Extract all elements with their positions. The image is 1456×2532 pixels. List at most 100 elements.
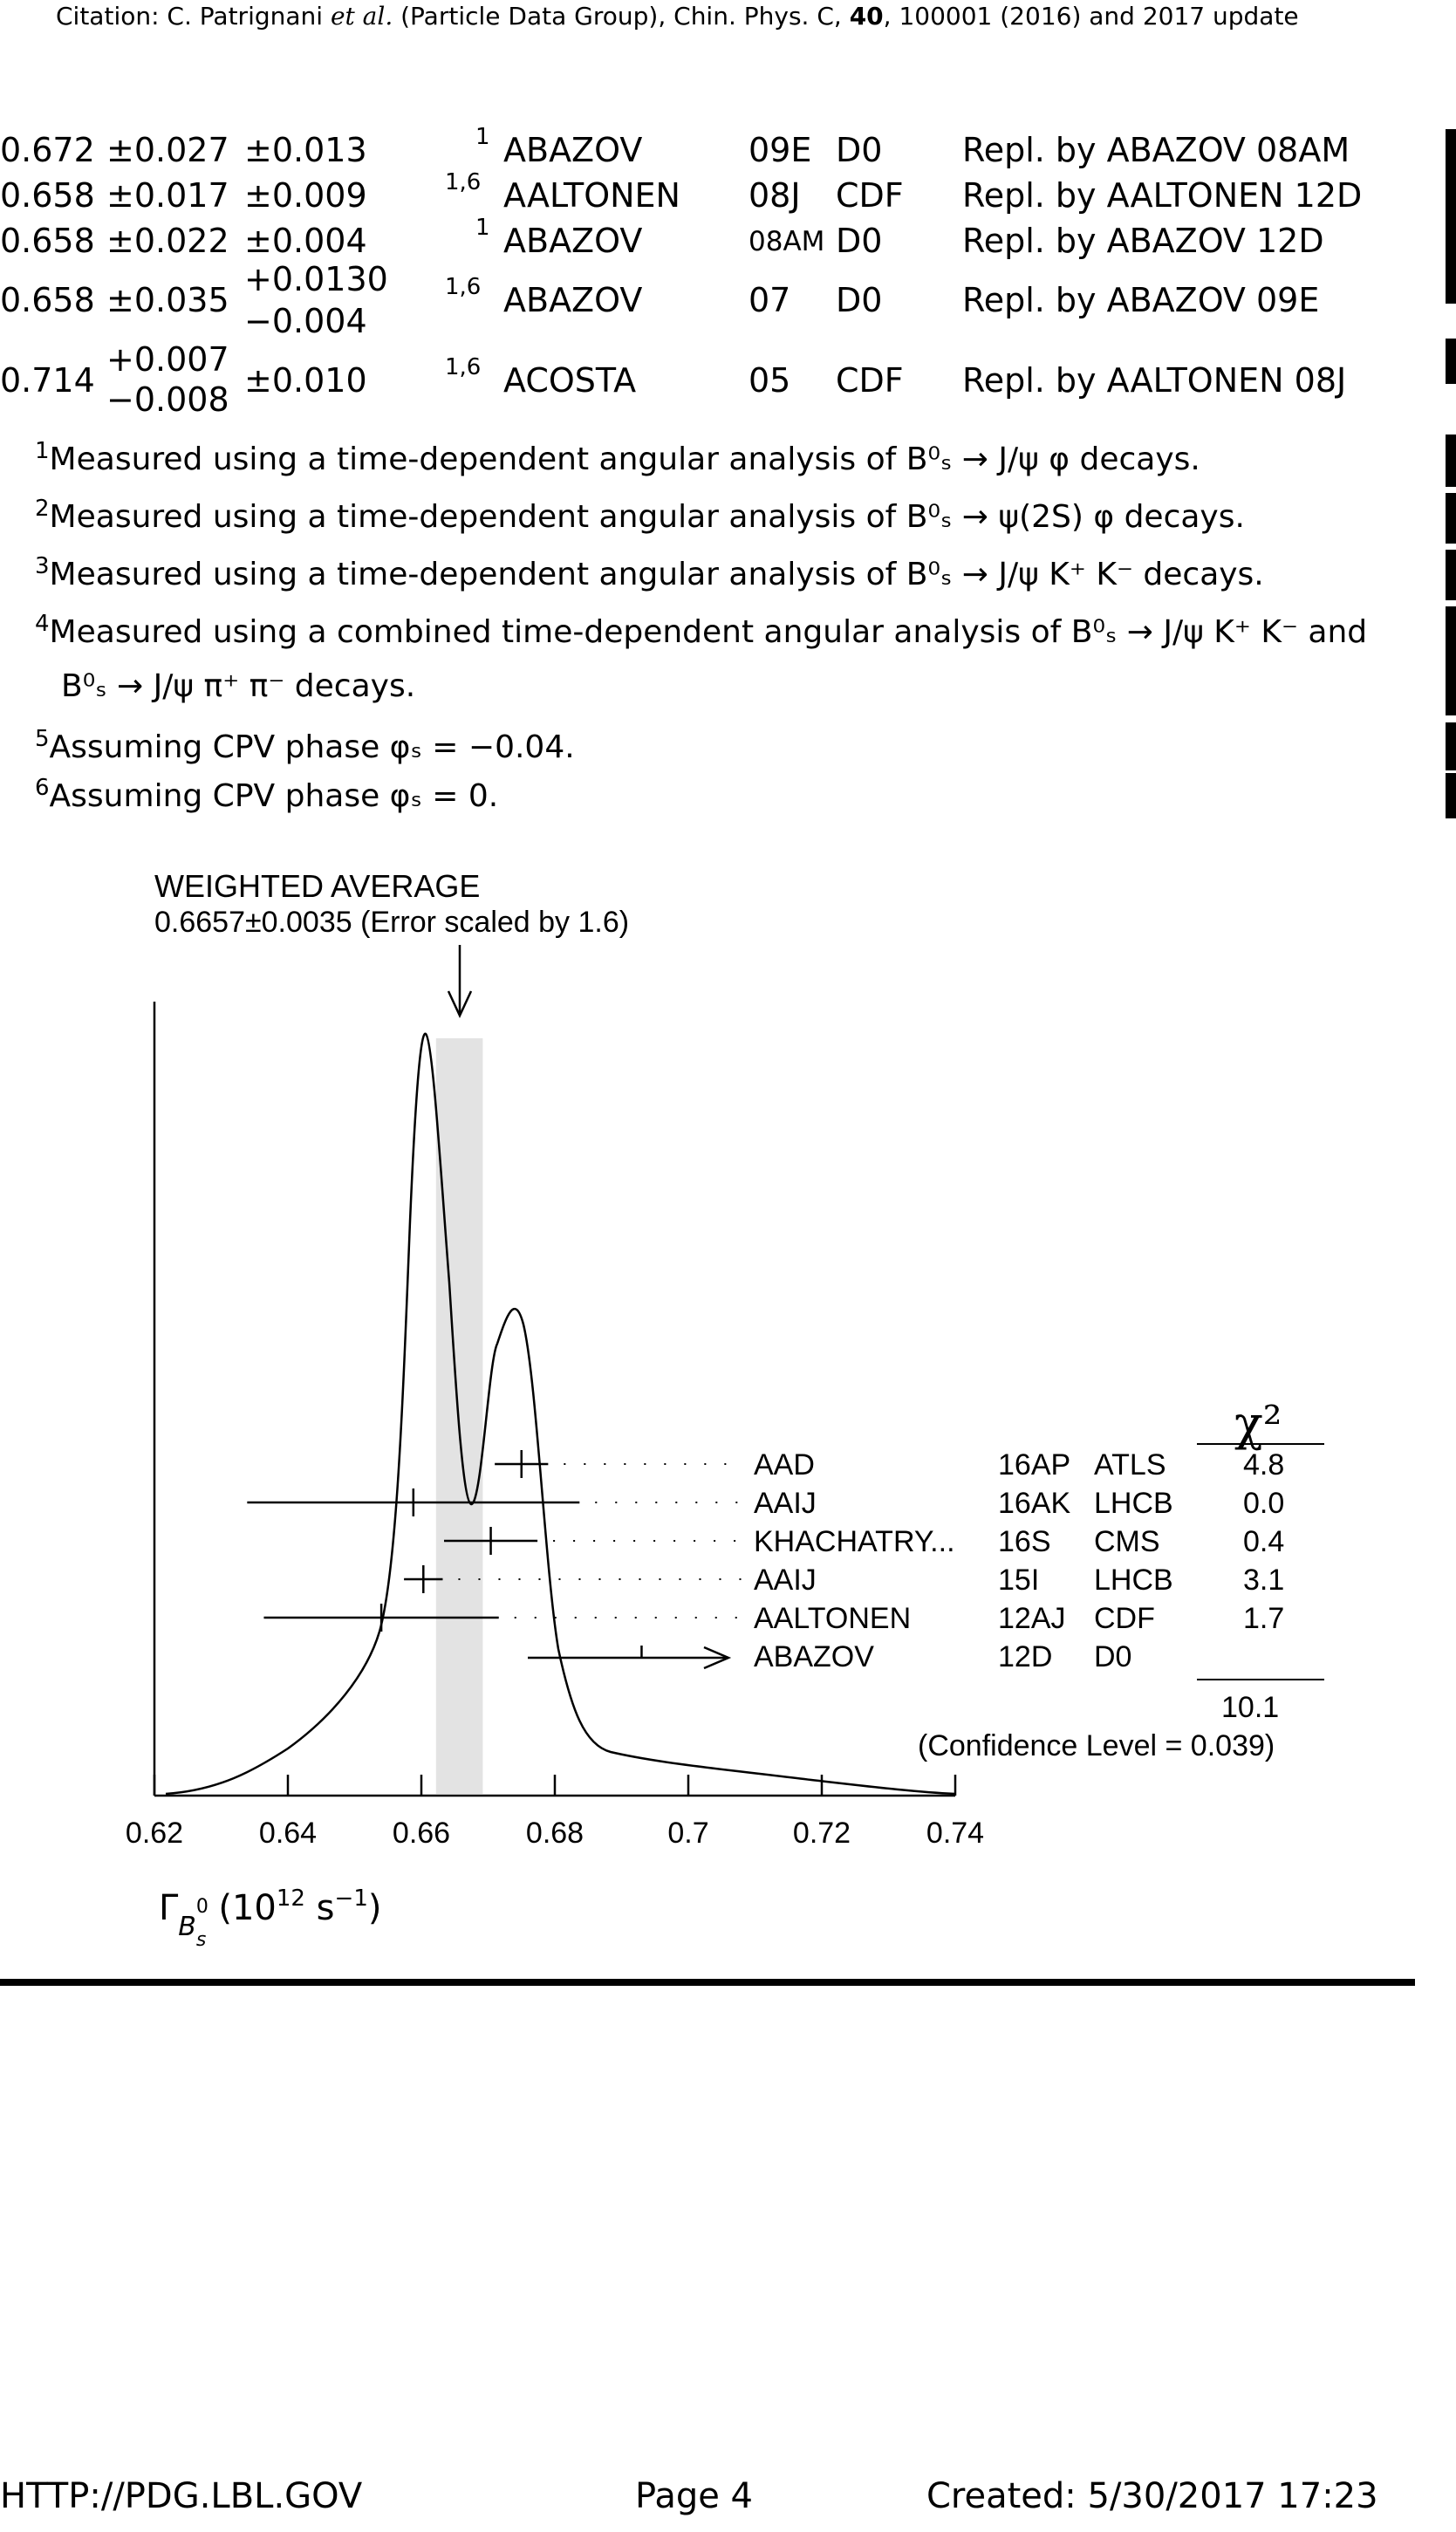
chart-title: WEIGHTED AVERAGE [154, 868, 480, 904]
measurement-author: AALTONEN [754, 1602, 911, 1635]
stat-error-cell: ±0.017 [106, 176, 229, 215]
chi2-total: 10.1 [1221, 1691, 1279, 1724]
citation-etal: et al. [330, 2, 393, 31]
stat-error-cell: ±0.035 [106, 281, 229, 319]
comment-cell: Repl. by ABAZOV 12D [962, 222, 1324, 260]
author-cell: ACOSTA [503, 361, 637, 400]
footnote-ref: 1 [475, 215, 490, 241]
x-tick-label: 0.62 [126, 1817, 183, 1850]
measurement-experiment: LHCB [1094, 1564, 1173, 1597]
footnote-ref: 1 [475, 124, 490, 150]
ideogram-curve [165, 1032, 956, 1796]
measurement-labels: AAD 16AP ATLS 4.8 AAIJ 16AK LHCB 0.0 KHACHATRY..… [754, 1448, 1284, 1673]
x-tick-label: 0.74 [926, 1817, 984, 1850]
ideogram-chart: WEIGHTED AVERAGE 0.6657±0.0035 (Error sc… [126, 868, 1324, 1951]
experiment-cell: D0 [836, 222, 883, 260]
change-bar [1446, 493, 1456, 544]
x-tick-label: 0.66 [393, 1817, 450, 1850]
x-tick-labels: 0.62 0.64 0.66 0.68 0.7 0.72 0.74 [126, 1817, 984, 1850]
syst-error-cell: ±0.004 [244, 222, 367, 260]
footnote-text: B⁰ₛ → J/ψ π⁺ π⁻ decays. [61, 668, 416, 704]
citation-suffix: (Particle Data Group), Chin. Phys. C, [393, 2, 850, 31]
footnote: 3Measured using a time-dependent angular… [35, 553, 1264, 592]
value-cell: 0.658 [0, 281, 95, 319]
xlabel-exp: 12 [277, 1885, 305, 1912]
footnote-number: 2 [35, 496, 50, 522]
citation-volume: 40 [849, 2, 884, 31]
measurements [247, 1450, 742, 1670]
footnote: B⁰ₛ → J/ψ π⁺ π⁻ decays. [61, 665, 415, 704]
confidence-level: (Confidence Level = 0.039) [918, 1729, 1275, 1762]
change-bar [1446, 435, 1456, 487]
author-cell: AALTONEN [503, 176, 680, 215]
change-bar [1446, 722, 1456, 770]
footnote: 4Measured using a combined time-dependen… [35, 611, 1367, 650]
footnote-number: 3 [35, 553, 50, 579]
footnote-number: 4 [35, 611, 50, 637]
xlabel-zero: 0 [196, 1896, 208, 1918]
chart-subtitle: 0.6657±0.0035 (Error scaled by 1.6) [154, 906, 629, 939]
measurement-chi2: 4.8 [1243, 1448, 1284, 1482]
xlabel-gamma: Γ [159, 1888, 179, 1928]
change-bar [1446, 129, 1456, 304]
footnote-ref: 1,6 [445, 274, 482, 300]
value-cell: 0.714 [0, 361, 95, 400]
chi2-header: χ² [1234, 1396, 1282, 1451]
experiment-cell: CDF [836, 361, 904, 400]
average-band [435, 1038, 483, 1794]
measurement-author: AAIJ [754, 1487, 817, 1520]
footnote: 6Assuming CPV phase φₛ = 0. [35, 775, 498, 814]
measurement-experiment: CDF [1094, 1602, 1155, 1635]
syst-error-cell: ±0.010 [244, 361, 367, 400]
xlabel-b: B [178, 1912, 196, 1942]
xlabel-exp2: −1 [335, 1885, 368, 1912]
year-cell: 08AM [749, 226, 825, 257]
footnote-ref: 1,6 [445, 169, 482, 195]
footnote-text: Assuming CPV phase φₛ = 0. [49, 778, 499, 814]
measurement-experiment: ATLS [1094, 1448, 1166, 1482]
year-cell: 05 [749, 361, 791, 400]
citation-prefix: Citation: C. Patrignani [56, 2, 331, 31]
footnote: 2Measured using a time-dependent angular… [35, 496, 1245, 535]
x-axis-label: ΓB0 s(1012 s−1) [159, 1885, 381, 1951]
x-tick-label: 0.68 [526, 1817, 584, 1850]
measurement-year: 15I [998, 1564, 1039, 1597]
comment-cell: Repl. by ABAZOV 08AM [962, 131, 1350, 169]
change-bar [1446, 606, 1456, 715]
author-cell: ABAZOV [503, 222, 643, 260]
measurement-experiment: CMS [1094, 1525, 1160, 1558]
author-cell: ABAZOV [503, 131, 643, 169]
stat-error-cell: ±0.022 [106, 222, 229, 260]
measurement-author: ABAZOV [754, 1640, 874, 1673]
experiment-cell: D0 [836, 281, 883, 319]
comment-cell: Repl. by AALTONEN 12D [962, 176, 1363, 215]
stat-error-cell: ±0.027 [106, 131, 229, 169]
citation-end: , 100001 (2016) and 2017 update [883, 2, 1299, 31]
average-arrow-head [447, 990, 473, 1018]
measurement-experiment: LHCB [1094, 1487, 1173, 1520]
xlabel-s: s [196, 1929, 206, 1951]
measurement-year: 16S [998, 1525, 1051, 1558]
syst-error-cell: ±0.009 [244, 176, 367, 215]
citation-header: Citation: C. Patrignani et al. (Particle… [56, 2, 1299, 31]
offscale-arrow-head [703, 1646, 732, 1670]
value-cell: 0.658 [0, 176, 95, 215]
footnote-text: Measured using a time-dependent angular … [49, 441, 1200, 477]
xlabel-seconds: s [305, 1888, 335, 1928]
footnote-ref: 1,6 [445, 354, 482, 380]
syst-error-down: −0.004 [244, 302, 367, 340]
footnote: 5Assuming CPV phase φₛ = −0.04. [35, 726, 575, 765]
footnote-text: Assuming CPV phase φₛ = −0.04. [49, 729, 575, 765]
comment-cell: Repl. by ABAZOV 09E [962, 281, 1320, 319]
x-tick-label: 0.64 [259, 1817, 317, 1850]
footnote-number: 5 [35, 726, 50, 752]
year-cell: 07 [749, 281, 791, 319]
year-cell: 09E [749, 131, 812, 169]
footer-page: Page 4 [635, 2476, 753, 2516]
measurement-chi2: 1.7 [1243, 1602, 1284, 1635]
year-cell: 08J [749, 176, 801, 215]
author-cell: ABAZOV [503, 281, 643, 319]
measurement-author: KHACHATRY... [754, 1525, 955, 1558]
measurement-author: AAIJ [754, 1564, 817, 1597]
measurement-chi2: 0.0 [1243, 1487, 1284, 1520]
